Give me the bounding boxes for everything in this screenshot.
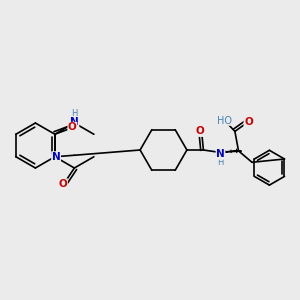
Text: O: O — [244, 117, 253, 128]
Polygon shape — [220, 151, 242, 152]
Text: N: N — [70, 117, 79, 127]
Text: O: O — [195, 126, 204, 136]
Text: N: N — [216, 149, 225, 159]
Text: O: O — [58, 179, 67, 189]
Text: H: H — [217, 158, 224, 167]
Text: O: O — [68, 122, 77, 132]
Text: H: H — [71, 109, 78, 118]
Text: N: N — [52, 152, 61, 162]
Text: HO: HO — [217, 116, 232, 126]
